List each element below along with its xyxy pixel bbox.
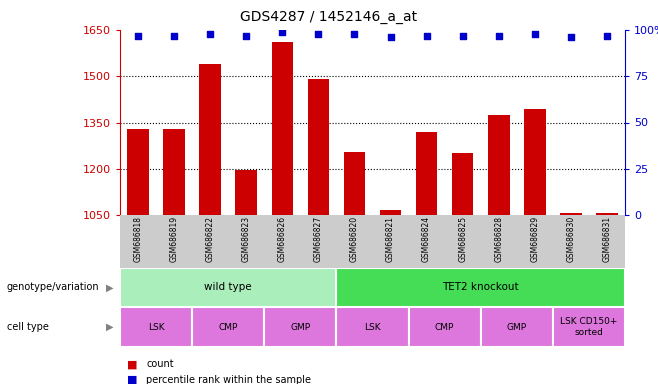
Text: GSM686825: GSM686825 <box>458 216 467 262</box>
Point <box>313 31 324 37</box>
Bar <box>120 268 336 307</box>
Bar <box>265 307 336 347</box>
Bar <box>596 214 618 215</box>
Text: GSM686819: GSM686819 <box>170 216 178 262</box>
Text: GSM686829: GSM686829 <box>530 216 540 262</box>
Text: cell type: cell type <box>7 322 49 332</box>
Point <box>530 31 540 37</box>
Text: LSK: LSK <box>148 323 164 331</box>
Text: GSM686826: GSM686826 <box>278 216 287 262</box>
Text: ▶: ▶ <box>106 283 113 293</box>
Bar <box>199 64 221 215</box>
Bar <box>336 268 625 307</box>
Bar <box>488 115 509 215</box>
Text: GDS4287 / 1452146_a_at: GDS4287 / 1452146_a_at <box>240 10 418 23</box>
Text: ■: ■ <box>126 375 137 384</box>
Point <box>169 33 180 39</box>
Text: TET2 knockout: TET2 knockout <box>442 283 519 293</box>
Bar <box>524 109 545 215</box>
Text: GSM686818: GSM686818 <box>134 216 143 262</box>
Text: GSM686830: GSM686830 <box>567 216 575 262</box>
Text: ▶: ▶ <box>106 322 113 332</box>
Text: GSM686821: GSM686821 <box>386 216 395 262</box>
Bar <box>307 79 329 215</box>
Bar <box>272 42 293 215</box>
Bar <box>336 307 409 347</box>
Text: GSM686823: GSM686823 <box>241 216 251 262</box>
Bar <box>560 214 582 215</box>
Text: GMP: GMP <box>290 323 311 331</box>
Bar <box>192 307 265 347</box>
Bar <box>452 153 474 215</box>
Text: LSK: LSK <box>364 323 381 331</box>
Bar <box>120 307 192 347</box>
Text: percentile rank within the sample: percentile rank within the sample <box>146 375 311 384</box>
Text: wild type: wild type <box>205 283 252 293</box>
Bar <box>380 210 401 215</box>
Point <box>566 34 576 40</box>
Text: genotype/variation: genotype/variation <box>7 283 99 293</box>
Bar <box>409 307 481 347</box>
Bar <box>163 129 185 215</box>
Point <box>349 31 360 37</box>
Point <box>205 31 215 37</box>
Bar <box>127 129 149 215</box>
Text: GSM686827: GSM686827 <box>314 216 323 262</box>
Text: CMP: CMP <box>218 323 238 331</box>
Bar <box>343 152 365 215</box>
Text: GSM686828: GSM686828 <box>494 216 503 262</box>
Text: GMP: GMP <box>507 323 527 331</box>
Text: GSM686824: GSM686824 <box>422 216 431 262</box>
Point <box>241 33 251 39</box>
Bar <box>236 170 257 215</box>
Text: CMP: CMP <box>435 323 454 331</box>
Point <box>601 33 612 39</box>
Text: GSM686831: GSM686831 <box>603 216 611 262</box>
Bar <box>416 132 438 215</box>
Bar <box>553 307 625 347</box>
Point <box>133 33 143 39</box>
Point <box>421 33 432 39</box>
Point <box>494 33 504 39</box>
Text: GSM686820: GSM686820 <box>350 216 359 262</box>
Text: ■: ■ <box>126 359 137 369</box>
Text: GSM686822: GSM686822 <box>206 216 215 262</box>
Bar <box>481 307 553 347</box>
Point <box>277 29 288 35</box>
Point <box>386 34 396 40</box>
Text: count: count <box>146 359 174 369</box>
Text: LSK CD150+
sorted: LSK CD150+ sorted <box>560 317 618 337</box>
Point <box>457 33 468 39</box>
